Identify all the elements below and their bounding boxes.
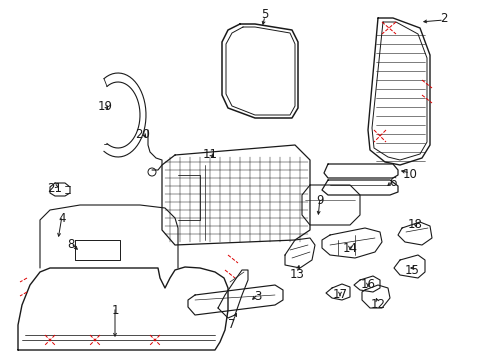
- Text: 12: 12: [370, 298, 385, 311]
- Text: 13: 13: [289, 269, 304, 282]
- Text: 4: 4: [58, 211, 65, 225]
- Text: 1: 1: [111, 303, 119, 316]
- Text: 20: 20: [135, 129, 150, 141]
- Text: 15: 15: [404, 264, 419, 276]
- Text: 10: 10: [402, 168, 417, 181]
- Text: 3: 3: [254, 289, 261, 302]
- Text: 5: 5: [261, 8, 268, 21]
- Text: 9: 9: [316, 194, 323, 207]
- Text: 8: 8: [67, 238, 75, 252]
- Text: 21: 21: [47, 181, 62, 194]
- Text: 14: 14: [342, 242, 357, 255]
- Text: 11: 11: [202, 148, 217, 162]
- Text: 19: 19: [97, 100, 112, 113]
- Text: 17: 17: [332, 288, 347, 302]
- Text: 18: 18: [407, 219, 422, 231]
- Text: 16: 16: [360, 279, 375, 292]
- Text: 6: 6: [388, 176, 396, 189]
- Text: 2: 2: [439, 12, 447, 24]
- Text: 7: 7: [228, 319, 235, 332]
